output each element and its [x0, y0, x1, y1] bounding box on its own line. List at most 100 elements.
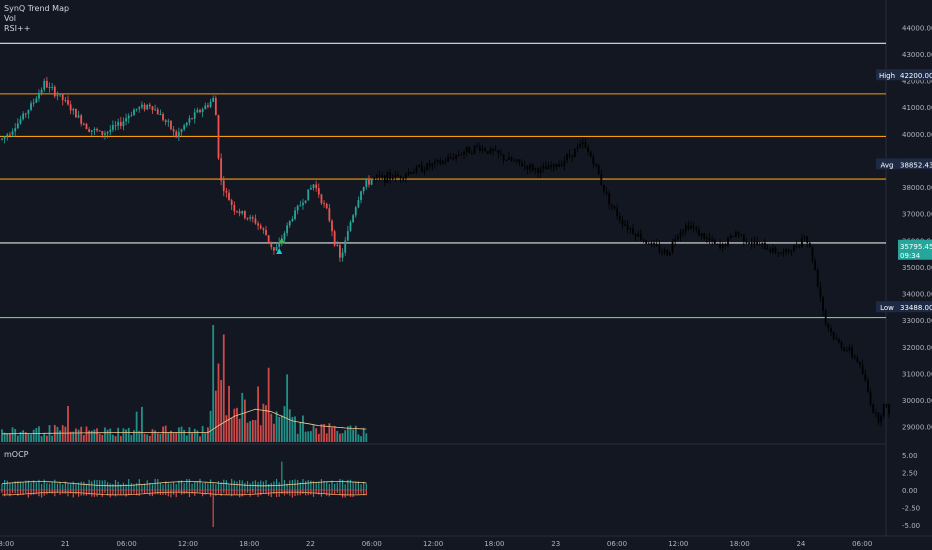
volume-bar [267, 367, 270, 442]
volume-bar [352, 429, 355, 442]
candle-body [294, 210, 296, 220]
candle-body [589, 152, 592, 157]
candle-body [146, 104, 149, 110]
candle-body [555, 164, 558, 167]
signal-marker-1 [276, 247, 283, 254]
volume-bar [38, 426, 40, 442]
candle-body [439, 160, 442, 164]
candle-body [397, 175, 399, 177]
candle-body [584, 142, 587, 148]
volume-bar [122, 428, 125, 442]
candle-body [655, 244, 658, 246]
candle-body [302, 202, 304, 206]
volume-bar [270, 413, 273, 442]
current-price-value: 35795.45 [900, 243, 932, 251]
candle-body [832, 332, 835, 339]
candle-body [597, 164, 600, 175]
candle-body [130, 115, 133, 117]
candle-body [537, 168, 539, 174]
volume-bar [109, 428, 112, 442]
candle-body [558, 164, 560, 167]
candle-body [563, 160, 566, 166]
candle-body [669, 251, 671, 256]
candle-body [814, 260, 817, 270]
x-tick-label-2: 06:00 [117, 540, 137, 548]
candle-body [14, 128, 17, 132]
candle-body [687, 225, 690, 229]
candle-body [719, 243, 721, 248]
level-label-name-bg-1 [876, 158, 898, 170]
candle-body [336, 245, 339, 247]
candle-body [375, 175, 378, 178]
candle-body [383, 175, 386, 183]
volume-bar [217, 363, 220, 442]
osc-signal-line-lower [2, 491, 367, 496]
volume-bar [77, 429, 80, 442]
volume-bar [85, 426, 88, 442]
volume-bar [111, 434, 114, 442]
candle-body [320, 194, 323, 204]
candle-body [148, 104, 151, 107]
candle-body [344, 240, 347, 253]
candle-body [405, 174, 407, 179]
candle-body [11, 131, 14, 135]
volume-bar [325, 433, 328, 442]
x-tick-label-8: 18:00 [484, 540, 504, 548]
candle-body [360, 191, 362, 201]
candle-body [816, 269, 819, 287]
candle-body [539, 168, 542, 174]
candle-body [373, 177, 376, 180]
candle-body [452, 157, 455, 159]
candle-body [331, 220, 333, 232]
volume-bar [251, 419, 254, 442]
candle-body [141, 104, 143, 108]
candle-body [774, 247, 777, 253]
candle-body [119, 122, 122, 127]
candle-body [465, 146, 468, 153]
volume-bar [106, 429, 109, 442]
volume-bar [159, 433, 162, 442]
volume-bar [349, 425, 352, 442]
candle-body [478, 146, 481, 151]
candle-body [98, 130, 101, 132]
candle-body [312, 184, 315, 189]
candle-body [85, 123, 88, 130]
candle-body [819, 286, 822, 297]
candle-body [840, 341, 843, 349]
y-tick-label-6: 38000.00 [902, 184, 932, 192]
level-label-name-1: Avg [881, 161, 894, 169]
candle-body [663, 249, 666, 253]
candle-body [386, 172, 389, 183]
candle-body [67, 100, 69, 105]
candle-body [431, 163, 434, 167]
candle-body [835, 338, 838, 340]
volume-bar [207, 427, 209, 442]
candle-body [212, 97, 215, 102]
volume-bar [35, 428, 38, 442]
volume-bar [275, 411, 278, 442]
volume-bar [344, 430, 347, 442]
candle-body [608, 193, 611, 205]
volume-bar [19, 431, 22, 442]
candle-body [45, 80, 48, 88]
candle-body [785, 249, 787, 252]
volume-bar [143, 433, 146, 442]
candle-body [476, 145, 479, 147]
candle-body [632, 228, 634, 234]
volume-bar [9, 433, 11, 442]
candle-body [621, 219, 624, 225]
candle-body [9, 134, 11, 136]
candle-body [352, 215, 355, 223]
candle-body [233, 204, 236, 212]
level-label-name-0: High [879, 72, 895, 80]
candle-body [494, 150, 497, 152]
y-tick-label-7: 37000.00 [902, 211, 932, 219]
candle-body [568, 154, 571, 156]
candle-body [859, 361, 861, 365]
osc-signal-line-upper [1, 481, 367, 487]
candle-body [217, 115, 220, 159]
volume-bar [238, 418, 241, 442]
candle-body [270, 241, 273, 248]
candle-body [600, 174, 603, 185]
